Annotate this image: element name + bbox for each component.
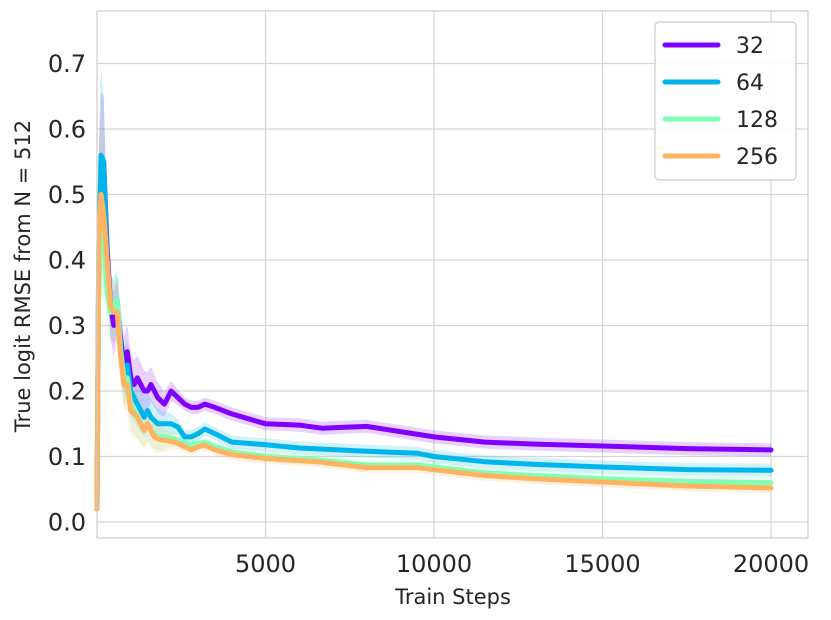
y-tick-label: 0.5 bbox=[48, 181, 86, 209]
legend: 32 64 128 256 bbox=[654, 21, 797, 181]
x-tick-label: 10000 bbox=[396, 550, 472, 578]
legend-label-32: 32 bbox=[736, 34, 764, 59]
series-lines bbox=[94, 152, 774, 512]
legend-label-256: 256 bbox=[736, 145, 778, 170]
y-axis-label: True logit RMSE from N = 512 bbox=[11, 120, 35, 433]
y-tick-label: 0.7 bbox=[48, 50, 86, 78]
y-tick-label: 0.2 bbox=[48, 378, 86, 406]
x-tick-label: 5000 bbox=[235, 550, 296, 578]
legend-label-128: 128 bbox=[736, 108, 778, 133]
y-tick-labels: 0.0 0.1 0.2 0.3 0.4 0.5 0.6 0.7 bbox=[48, 50, 86, 537]
x-tick-label: 15000 bbox=[564, 550, 640, 578]
legend-box bbox=[654, 21, 797, 181]
x-tick-label: 20000 bbox=[733, 550, 809, 578]
y-tick-label: 0.1 bbox=[48, 443, 86, 471]
y-tick-label: 0.3 bbox=[48, 312, 86, 340]
y-tick-label: 0.0 bbox=[48, 509, 86, 537]
plot-frame bbox=[96, 10, 809, 539]
legend-label-64: 64 bbox=[736, 71, 764, 96]
x-tick-labels: 5000 10000 15000 20000 bbox=[235, 550, 809, 578]
x-axis-label: Train Steps bbox=[394, 585, 511, 609]
line-series-256 bbox=[94, 192, 774, 512]
y-tick-label: 0.6 bbox=[48, 116, 86, 144]
y-tick-label: 0.4 bbox=[48, 247, 86, 275]
